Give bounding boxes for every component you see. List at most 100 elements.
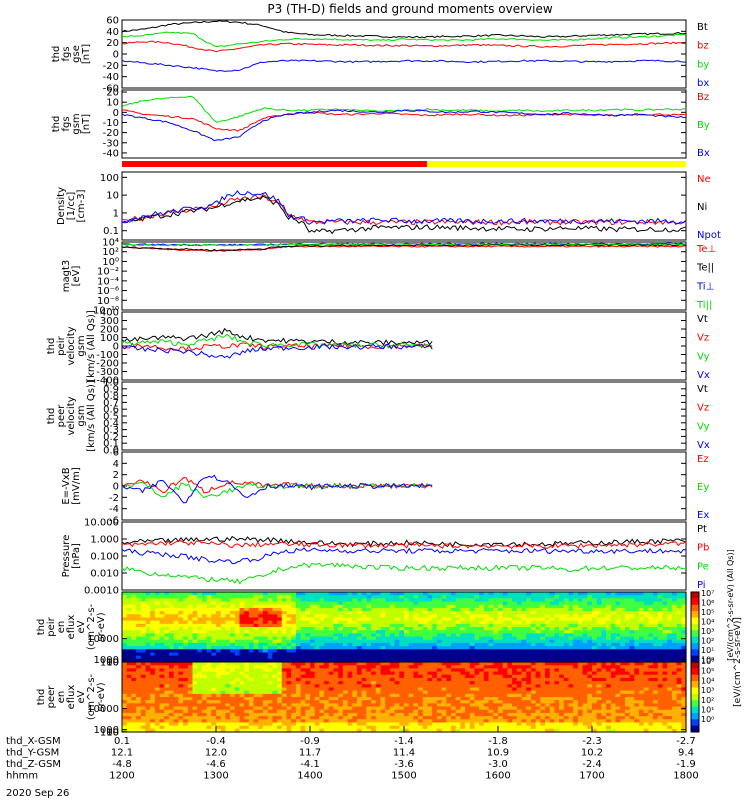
heatmap-cell xyxy=(526,703,532,708)
heatmap-cell xyxy=(211,642,217,647)
heatmap-cell xyxy=(521,709,527,714)
heatmap-cell xyxy=(639,639,645,644)
heatmap-cell xyxy=(324,706,330,711)
heatmap-cell xyxy=(606,649,612,654)
heatmap-cell xyxy=(545,598,551,603)
heatmap-cell xyxy=(291,665,297,669)
heatmap-cell xyxy=(413,674,419,679)
heatmap-cell xyxy=(634,639,640,644)
heatmap-cell xyxy=(234,617,241,622)
heatmap-cell xyxy=(234,677,241,682)
heatmap-cell xyxy=(286,662,292,666)
heatmap-cell xyxy=(629,592,635,596)
y-axis-label: E=-VxB[mV/m] xyxy=(61,467,82,505)
heatmap-cell xyxy=(140,687,147,692)
heatmap-cell xyxy=(253,665,259,669)
y-axis-label-line: thd xyxy=(46,408,57,425)
heatmap-cell xyxy=(436,703,443,708)
heatmap-cell xyxy=(253,630,259,634)
heatmap-cell xyxy=(333,642,339,647)
heatmap-cell xyxy=(136,649,142,654)
heatmap-cell xyxy=(183,690,189,695)
heatmap-cell xyxy=(582,611,588,615)
series-line-Bz xyxy=(121,109,687,132)
heatmap-cell xyxy=(436,655,443,660)
heatmap-cell xyxy=(535,601,541,606)
heatmap-cell xyxy=(413,623,419,628)
heatmap-cell xyxy=(319,633,325,638)
heatmap-cell xyxy=(375,623,382,628)
heatmap-cell xyxy=(530,592,537,596)
heatmap-cell xyxy=(187,639,194,644)
heatmap-cell xyxy=(281,617,288,622)
heatmap-cell xyxy=(568,627,574,631)
heatmap-cell xyxy=(573,658,579,663)
heatmap-cell xyxy=(183,719,189,724)
heatmap-cell xyxy=(281,671,288,676)
heatmap-cell xyxy=(239,604,245,609)
heatmap-cell xyxy=(258,639,264,644)
heatmap-cell xyxy=(502,677,508,682)
heatmap-cell xyxy=(422,614,429,619)
heatmap-cell xyxy=(310,703,316,708)
heatmap-cell xyxy=(206,642,212,647)
heatmap-cell xyxy=(258,677,264,682)
heatmap-cell xyxy=(427,617,433,622)
heatmap-cell xyxy=(126,649,132,654)
heatmap-cell xyxy=(225,684,231,689)
heatmap-cell xyxy=(319,684,325,689)
heatmap-cell xyxy=(310,681,316,685)
heatmap-cell xyxy=(230,595,236,599)
heatmap-cell xyxy=(281,687,288,692)
heatmap-cell xyxy=(498,671,504,676)
heatmap-cell xyxy=(234,728,241,733)
heatmap-cell xyxy=(150,684,156,689)
heatmap-cell xyxy=(568,592,574,596)
heatmap-cell xyxy=(389,633,396,638)
heatmap-cell xyxy=(352,646,358,650)
heatmap-cell xyxy=(178,601,184,606)
heatmap-cell xyxy=(263,684,269,689)
legend-label: Npot xyxy=(697,230,721,241)
heatmap-cell xyxy=(404,681,410,685)
heatmap-cell xyxy=(140,725,147,730)
heatmap-cell xyxy=(521,604,527,609)
heatmap-cell xyxy=(220,658,226,663)
heatmap-cell xyxy=(493,700,499,704)
heatmap-cell xyxy=(314,677,320,682)
heatmap-cell xyxy=(375,725,382,730)
heatmap-cell xyxy=(159,722,165,727)
heatmap-cell xyxy=(502,614,508,619)
heatmap-cell xyxy=(225,677,231,682)
heatmap-cell xyxy=(441,598,447,603)
heatmap-cell xyxy=(488,716,494,720)
heatmap-cell xyxy=(230,630,236,634)
heatmap-cell xyxy=(361,627,367,631)
heatmap-cell xyxy=(643,652,649,657)
heatmap-cell xyxy=(164,614,170,619)
heatmap-cell xyxy=(310,642,316,647)
heatmap-cell xyxy=(422,620,429,625)
heatmap-cell xyxy=(230,614,236,619)
heatmap-cell xyxy=(422,690,429,695)
heatmap-cell xyxy=(592,623,598,628)
heatmap-cell xyxy=(201,681,208,685)
heatmap-cell xyxy=(295,639,302,644)
heatmap-cell xyxy=(201,687,208,692)
heatmap-cell xyxy=(521,623,527,628)
heatmap-cell xyxy=(474,703,480,708)
heatmap-cell xyxy=(244,655,250,660)
heatmap-cell xyxy=(479,630,485,634)
heatmap-cell xyxy=(122,617,128,622)
heatmap-cell xyxy=(592,617,598,622)
heatmap-cell xyxy=(549,611,555,615)
y-axis-label-line: E=-VxB xyxy=(61,467,72,504)
heatmap-cell xyxy=(512,595,518,599)
heatmap-cell xyxy=(197,595,203,599)
heatmap-cell xyxy=(681,623,687,628)
heatmap-cell xyxy=(545,719,551,724)
heatmap-cell xyxy=(310,620,316,625)
heatmap-cell xyxy=(549,662,555,666)
heatmap-cell xyxy=(154,687,161,692)
heatmap-cell xyxy=(338,684,344,689)
